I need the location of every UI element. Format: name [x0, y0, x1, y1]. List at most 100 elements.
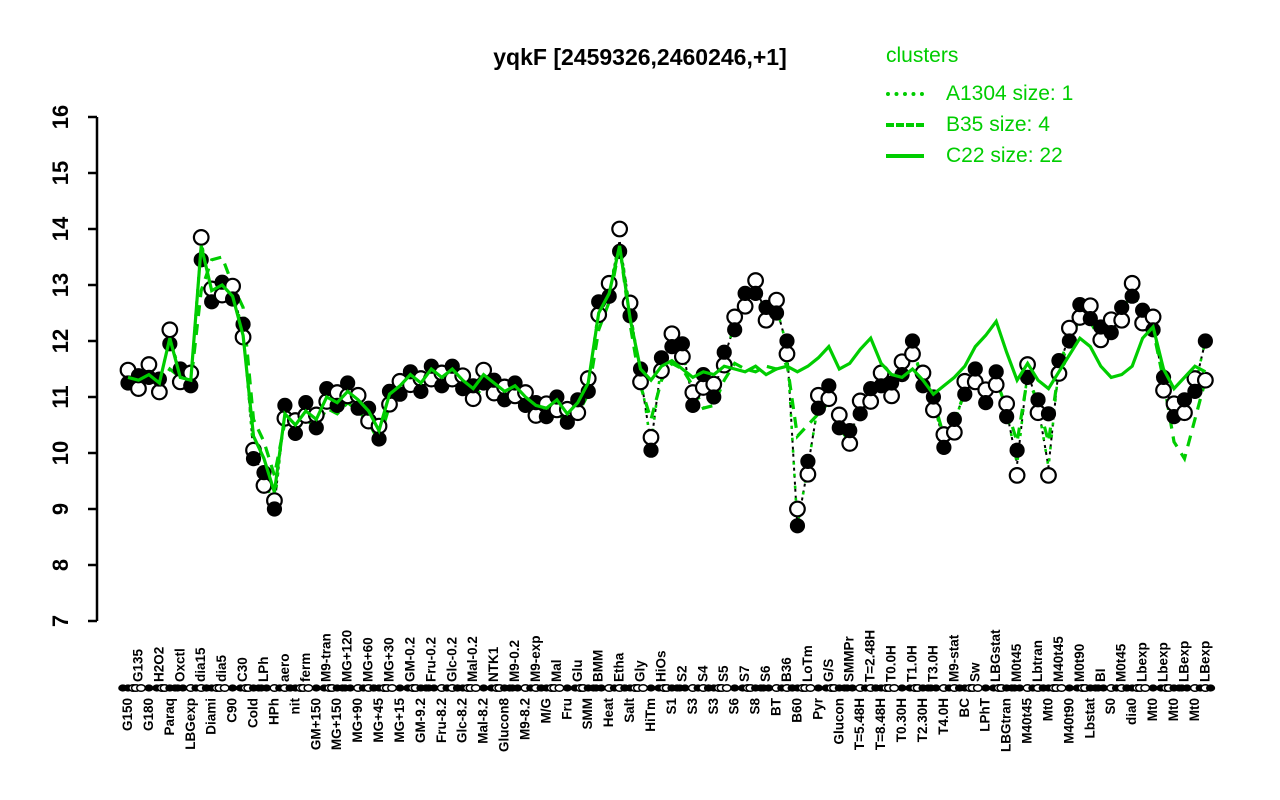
x-label-top: GM-0.2 — [402, 637, 417, 682]
x-label-top: G135 — [130, 648, 145, 682]
data-point-open — [987, 376, 1005, 394]
y-tick-label: 10 — [48, 441, 73, 465]
x-label-bottom: BT — [769, 697, 784, 716]
data-point-open — [998, 395, 1016, 413]
data-point-filled — [768, 305, 785, 321]
x-label-bottom: S0 — [1103, 698, 1118, 715]
data-point-open — [862, 393, 880, 410]
rug-marker-filled — [813, 684, 823, 692]
x-label-bottom: MG+90 — [350, 698, 365, 743]
x-label-bottom: G150 — [120, 698, 135, 731]
rug-marker-filled — [1148, 684, 1158, 692]
cluster-legend: clusters A1304 size: 1 B35 size: 4 C22 s… — [886, 44, 1073, 171]
x-label-top: M0t45 — [1114, 643, 1129, 682]
rug-marker-open — [554, 683, 565, 693]
data-point-open — [883, 387, 900, 405]
x-label-top: Etha — [612, 652, 627, 682]
x-label-top: Gly — [633, 660, 648, 682]
x-label-top: Mal-0.2 — [465, 636, 480, 682]
x-label-bottom: Mal-8.2 — [476, 698, 491, 744]
x-label-top: SMMPr — [842, 636, 857, 683]
y-tick-label: 7 — [48, 615, 73, 627]
x-label-bottom: Salt — [622, 698, 637, 723]
x-label-bottom: MG+45 — [371, 698, 386, 743]
x-label-bottom: Pyr — [810, 697, 825, 720]
data-point-filled — [1187, 383, 1203, 399]
data-point-filled — [978, 395, 994, 411]
data-point-open — [130, 380, 147, 398]
data-point-filled — [936, 439, 952, 455]
data-point-filled — [904, 333, 921, 349]
data-point-filled — [1082, 311, 1098, 327]
x-label-bottom: S3 — [685, 698, 700, 715]
data-point-filled — [340, 375, 356, 391]
x-label-top: T=2.48H — [863, 630, 878, 682]
rug-marker-filled — [730, 684, 740, 692]
data-point-open — [778, 345, 796, 363]
data-point-open — [736, 297, 754, 315]
rug-marker-open — [303, 683, 314, 693]
x-label-bottom: M40t45 — [1020, 698, 1035, 744]
data-point-open — [642, 428, 660, 446]
dashed-line-sample-icon — [886, 122, 924, 127]
x-label-bottom: Glucon8 — [497, 698, 512, 752]
x-label-bottom: Mt0 — [1187, 698, 1202, 721]
x-label-top: G/S — [821, 659, 836, 682]
rug-marker-open — [721, 683, 732, 693]
rug-marker-filled — [931, 684, 941, 692]
data-point-filled — [883, 375, 900, 391]
y-tick-label: 15 — [48, 161, 73, 185]
x-label-top: S2 — [674, 665, 689, 682]
rug-marker-open — [889, 683, 900, 693]
data-point-open — [150, 383, 168, 401]
data-point-filled — [779, 333, 795, 349]
data-point-filled — [298, 395, 314, 411]
rug-marker-filled — [897, 684, 907, 692]
x-label-bottom: Glucon — [831, 698, 846, 745]
data-point-open — [673, 348, 691, 366]
solid-line-sample-icon — [886, 153, 924, 158]
x-label-bottom: dia0 — [1124, 698, 1139, 725]
data-point-open — [1176, 404, 1193, 422]
data-point-filled — [1030, 392, 1046, 408]
x-label-bottom: S3 — [706, 698, 721, 715]
data-point-filled — [287, 425, 303, 441]
x-label-bottom: Heat — [601, 698, 616, 728]
x-label-bottom: LBGexp — [183, 698, 198, 750]
x-label-top: Oxctl — [172, 648, 187, 682]
rug-marker-open — [470, 683, 481, 693]
data-point-filled — [1009, 442, 1025, 458]
rug-marker-open — [1140, 683, 1151, 693]
rug-marker-filled — [847, 684, 857, 692]
data-point-filled — [413, 383, 429, 399]
rug-marker-open — [136, 683, 147, 693]
rug-marker-open — [805, 683, 816, 693]
x-label-bottom: Glc-8.2 — [455, 698, 470, 743]
x-label-bottom: LPhT — [978, 697, 993, 731]
x-label-top: Glu — [570, 660, 585, 683]
data-point-filled — [999, 409, 1015, 425]
x-label-top: M9-0.2 — [507, 640, 522, 682]
data-point-open — [611, 220, 629, 238]
x-label-bottom: nit — [287, 698, 302, 715]
rug-marker-filled — [228, 684, 238, 692]
legend-label: B35 size: 4 — [946, 112, 1050, 136]
x-label-bottom: MG+150 — [329, 698, 344, 750]
rug-marker-filled — [562, 684, 572, 692]
x-label-top: S4 — [695, 665, 710, 682]
x-label-top: M40t45 — [1051, 636, 1066, 682]
rug-marker-filled — [311, 684, 321, 692]
rug-marker-open — [387, 683, 398, 693]
y-tick-label: 14 — [48, 216, 73, 241]
rug-marker-filled — [479, 684, 489, 692]
rug-marker-filled — [1205, 684, 1216, 692]
data-point-open — [789, 500, 806, 518]
x-label-top: LBGstat — [988, 629, 1003, 682]
data-point-open — [830, 406, 848, 424]
legend-item-b35: B35 size: 4 — [886, 109, 1073, 140]
x-label-bottom: T0.30H — [894, 698, 909, 742]
data-point-open — [1081, 297, 1099, 315]
data-point-filled — [674, 336, 690, 352]
legend-header: clusters — [886, 44, 959, 67]
x-label-top: Mal — [549, 659, 564, 682]
